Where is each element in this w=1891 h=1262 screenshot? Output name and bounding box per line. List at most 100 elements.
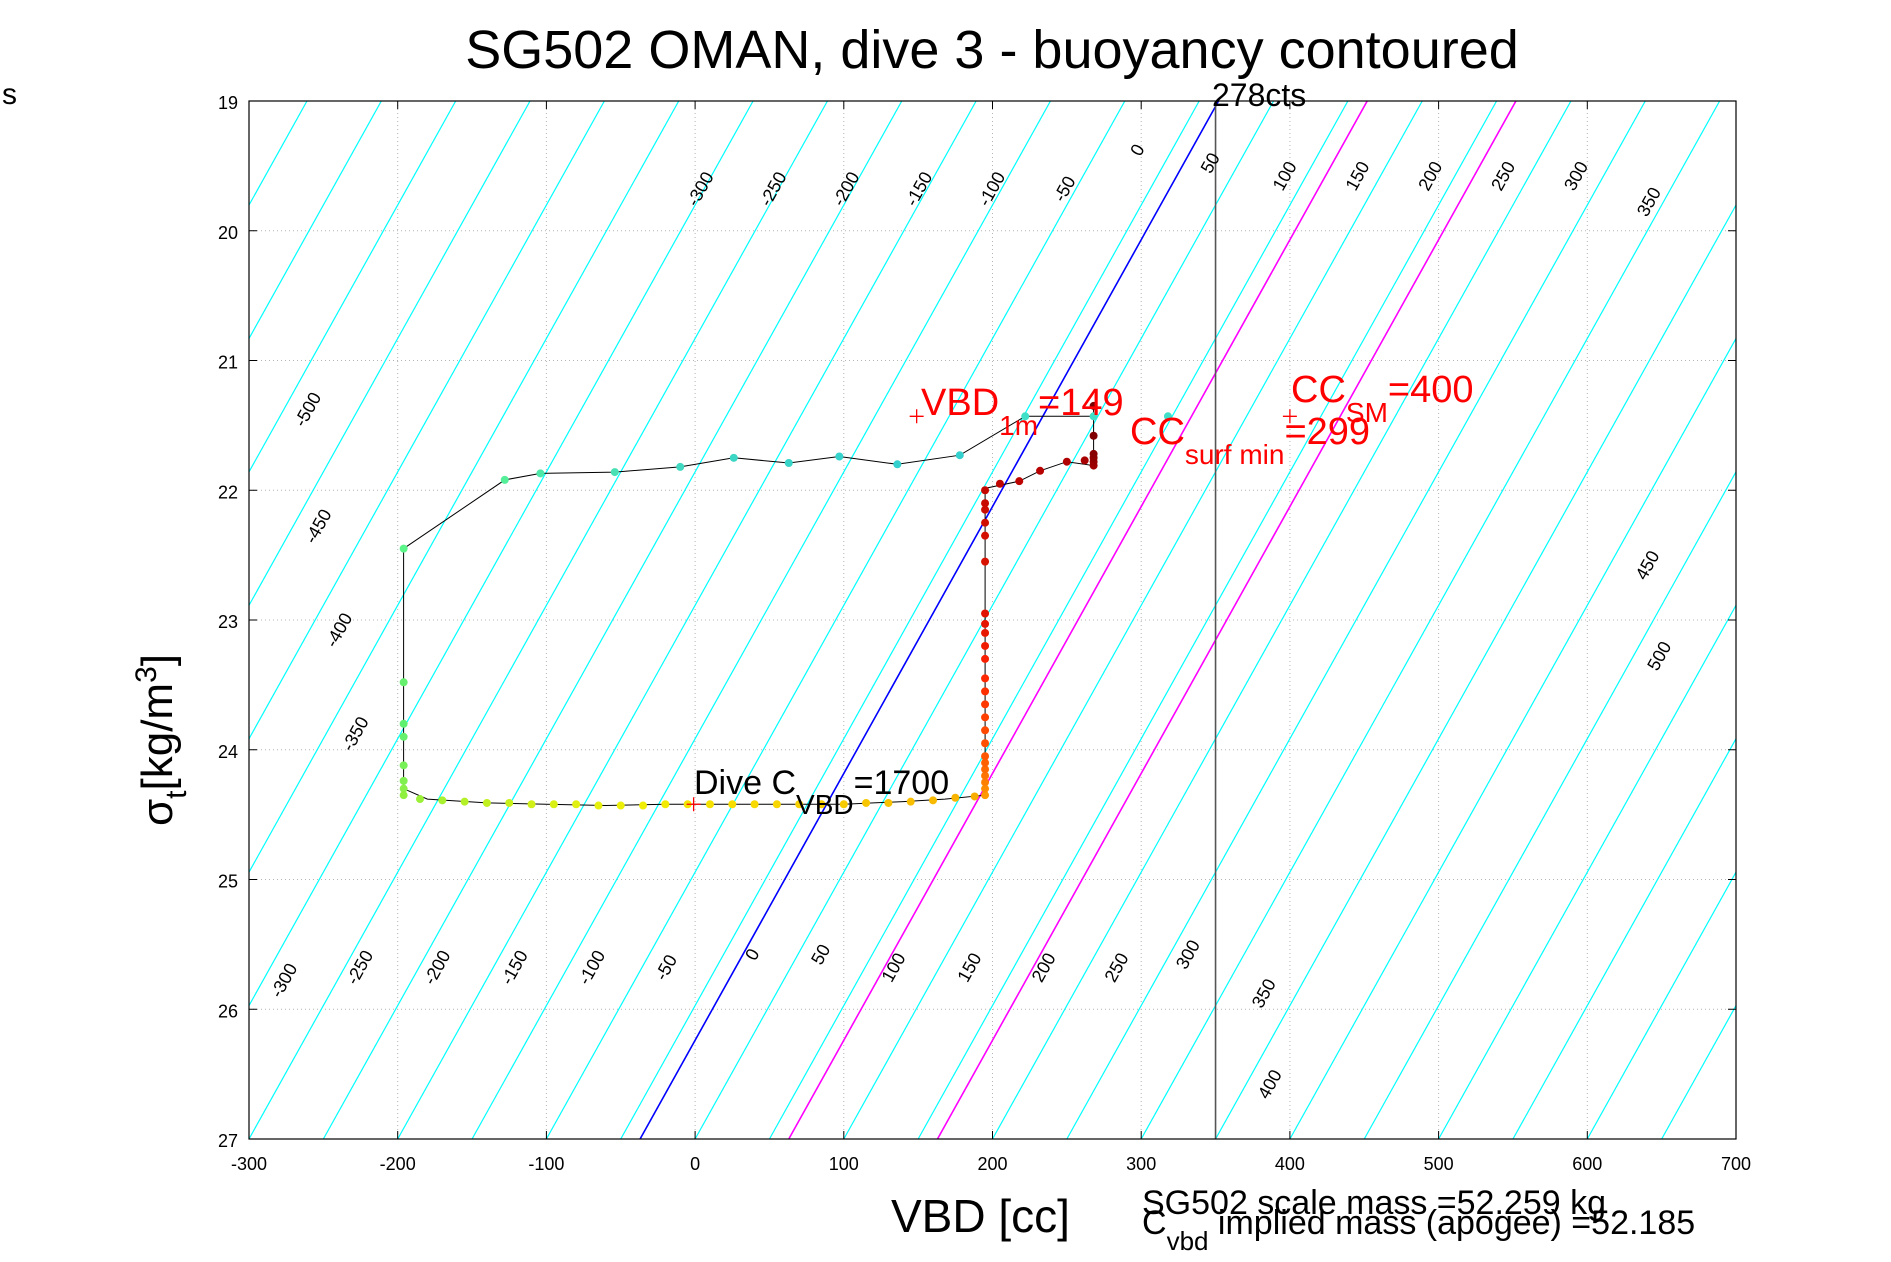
- ascent-point: [981, 619, 990, 628]
- x-tick-label: 200: [977, 1154, 1007, 1174]
- y-tick-label: 21: [218, 353, 238, 373]
- red-plus-marker: [909, 409, 924, 424]
- descent-point: [839, 800, 848, 809]
- y-tick-label: 27: [218, 1131, 238, 1151]
- descent-point: [438, 796, 447, 805]
- contour-line: [1215, 203, 1736, 1139]
- descent-point: [399, 761, 408, 770]
- descent-point: [835, 452, 844, 461]
- contour-line: [1140, 101, 1721, 1139]
- cc-surf-annotation: CCsurf min=299: [1130, 411, 1370, 470]
- vbd-1m-sub: 1m: [999, 410, 1038, 441]
- dive-c-annotation: Dive CVBD=1700: [694, 764, 949, 820]
- dive-c-main: Dive C: [694, 764, 796, 802]
- ascent-point: [1089, 449, 1098, 458]
- contour-line: [322, 101, 903, 1139]
- implied-rest: implied mass (apogee) =52.185: [1208, 1204, 1695, 1242]
- cc-sm-main: CC: [1291, 369, 1346, 411]
- contour-line: [1289, 337, 1736, 1139]
- contour-line: [917, 101, 1498, 1139]
- vbd-1m-val: =149: [1038, 382, 1124, 424]
- y-axis-sup: 3: [130, 666, 163, 683]
- grid: [249, 101, 1736, 1139]
- descent-point: [616, 801, 625, 810]
- descent-point: [772, 800, 781, 809]
- contours: [249, 101, 1736, 1139]
- y-tick-label: 22: [218, 482, 238, 502]
- descent-point: [639, 801, 648, 810]
- data-points: [399, 401, 1172, 810]
- y-axis-close: ]: [133, 654, 182, 666]
- descent-point: [399, 544, 408, 553]
- magenta-line: [936, 101, 1517, 1139]
- descent-point: [594, 801, 603, 810]
- chart-title: SG502 OMAN, dive 3 - buoyancy contoured: [465, 20, 1519, 80]
- red-plus-marker: [1282, 409, 1297, 424]
- implied-mass-text: Cvbd implied mass (apogee) =52.185: [1142, 1204, 1695, 1256]
- y-axis-label: σt[kg/m3]: [130, 654, 193, 826]
- descent-point: [399, 776, 408, 785]
- y-tick-label: 20: [218, 223, 238, 243]
- descent-point: [399, 732, 408, 741]
- scale-mass-text: SG502 scale mass =52.259 kg: [1142, 1184, 1606, 1222]
- descent-point: [970, 792, 979, 801]
- ascent-point: [981, 609, 990, 618]
- cc-surf-main: CC: [1130, 411, 1185, 453]
- contour-line: [249, 101, 754, 1007]
- ascent-point: [1015, 477, 1024, 486]
- ascent-point: [981, 628, 990, 637]
- descent-point: [862, 798, 871, 807]
- ascent-point: [981, 713, 990, 722]
- dive-c-val: =1700: [854, 764, 950, 802]
- descent-point: [399, 678, 408, 687]
- descent-point: [906, 797, 915, 806]
- red-markers: [686, 409, 1297, 812]
- x-tick-label: 100: [829, 1154, 859, 1174]
- descent-point: [416, 795, 425, 804]
- contour-line: [620, 101, 1200, 1139]
- y-tick-label: 25: [218, 872, 238, 892]
- x-tick-label: -100: [528, 1154, 564, 1174]
- contour-line: [768, 101, 1349, 1139]
- ascent-point: [981, 771, 990, 780]
- contour-line: [545, 101, 1126, 1139]
- ascent-point: [981, 654, 990, 663]
- descent-point: [399, 784, 408, 793]
- ascent-point: [981, 739, 990, 748]
- descent-point: [482, 798, 491, 807]
- contour-line: [1438, 604, 1736, 1139]
- contour-line: [249, 101, 828, 1139]
- contour-line: [249, 101, 531, 607]
- vbd-1m-annotation: VBD1m=149: [921, 382, 1124, 441]
- ascent-point: [981, 486, 990, 495]
- contour-line: [249, 101, 382, 340]
- cc-surf-val: =299: [1284, 411, 1370, 453]
- ascent-point: [981, 778, 990, 787]
- descent-point: [750, 800, 759, 809]
- dive-c-sub: VBD: [796, 789, 854, 820]
- contour-line: [249, 101, 680, 874]
- ascent-point: [981, 557, 990, 566]
- red-plus-marker: [686, 797, 701, 812]
- contour-line: [397, 101, 977, 1139]
- vertical-line-label: 278cts: [1212, 77, 1306, 113]
- descent-point: [729, 453, 738, 462]
- neutral-buoyancy-line: [639, 101, 1220, 1139]
- ascent-point: [981, 765, 990, 774]
- y-tick-label: 24: [218, 742, 238, 762]
- descent-point: [1089, 412, 1098, 421]
- ascent-point: [981, 700, 990, 709]
- contour-line: [1066, 101, 1646, 1139]
- descent-point: [728, 800, 737, 809]
- descent-point: [549, 800, 558, 809]
- ascent-point: [981, 752, 990, 761]
- contour-line: [843, 101, 1423, 1139]
- descent-point: [929, 796, 938, 805]
- descent-point: [784, 459, 793, 468]
- x-tick-label: 300: [1126, 1154, 1156, 1174]
- x-ticks: -300 -200 -100 0 100 200 300 400 500 600 700: [231, 101, 1751, 1174]
- descent-point: [1163, 412, 1172, 421]
- ascent-point: [1080, 456, 1089, 465]
- descent-point: [817, 800, 826, 809]
